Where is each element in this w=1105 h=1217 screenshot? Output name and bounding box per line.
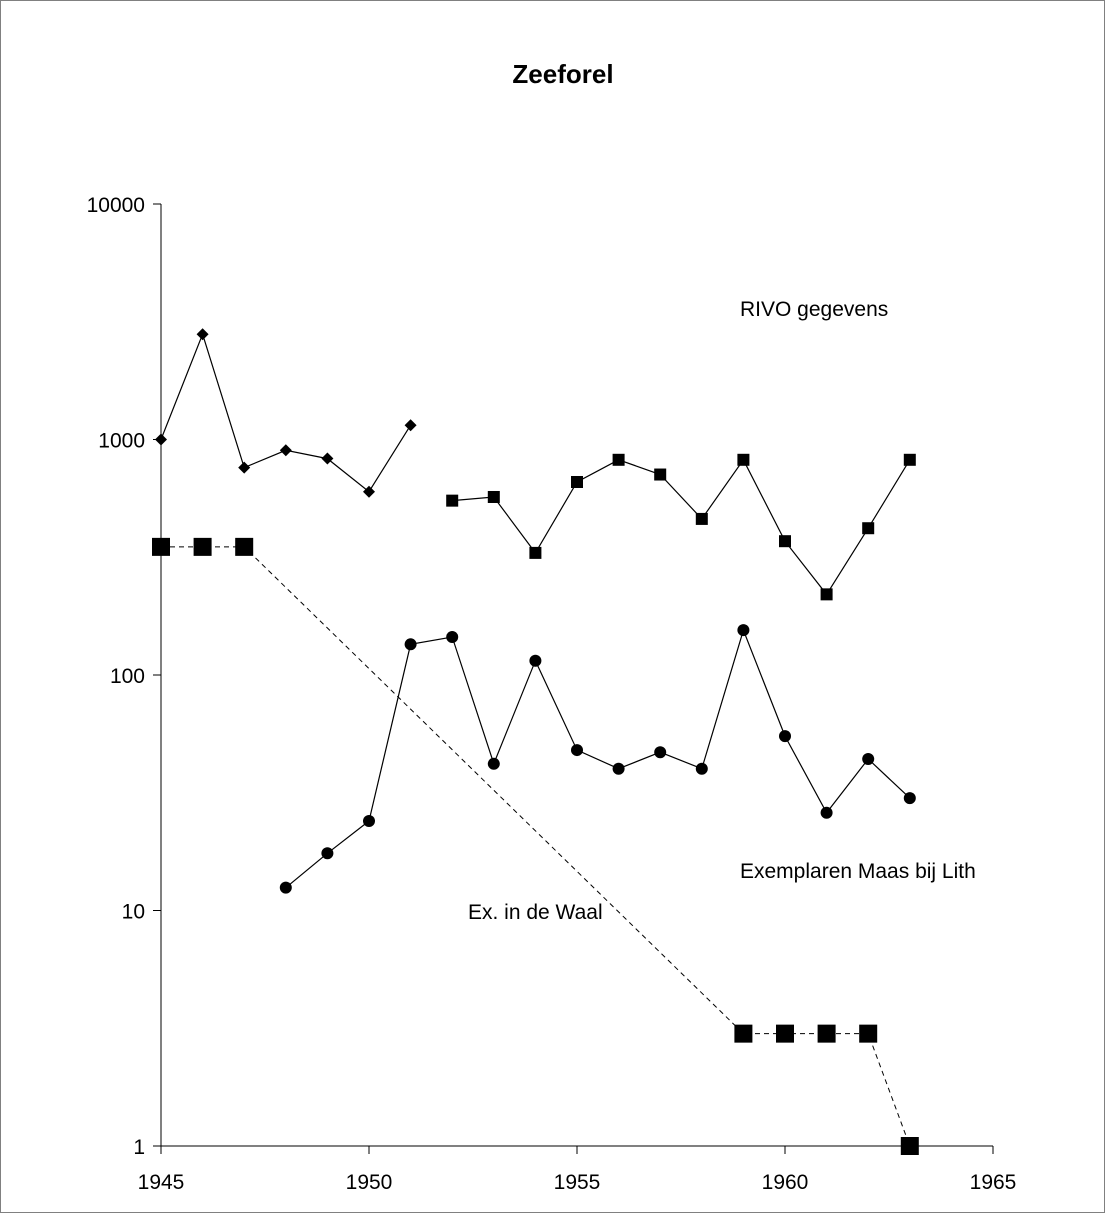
y-tick-label: 1 [133,1136,145,1159]
data-point [859,1024,878,1043]
data-point [776,1024,794,1043]
data-point [363,485,375,498]
series-line [161,546,911,1147]
x-tick-label: 1960 [762,1171,809,1194]
chart-title: Zeeforel [512,59,613,89]
data-point [196,328,209,341]
annotation-rivo: RIVO gegevens [740,298,888,321]
data-point [820,588,833,601]
data-point [487,490,500,503]
series-2 [279,624,916,894]
data-point [321,847,334,860]
series-line [452,458,911,596]
data-point [654,468,667,481]
data-point [152,537,170,556]
data-point [321,452,334,465]
data-point [779,730,791,743]
series-1 [446,453,916,601]
y-tick-label: 10 [122,901,145,924]
data-point [529,654,542,667]
series-line [285,628,911,889]
data-point [695,762,708,775]
data-point [363,814,375,827]
y-tick-label: 10000 [87,194,145,217]
annotation-waal: Ex. in de Waal [468,901,603,924]
data-point [404,638,417,651]
data-point [279,444,292,457]
data-point [446,630,459,643]
data-point [612,762,625,775]
data-point [487,757,500,770]
data-point [571,744,583,757]
data-point [529,546,542,559]
data-point [193,537,212,556]
data-point [737,453,750,466]
x-tick-label: 1950 [346,1171,393,1194]
data-point [779,535,791,548]
data-point [695,512,708,525]
series-3 [152,537,919,1155]
data-point [404,419,417,432]
x-tick-label: 1945 [138,1171,185,1194]
y-tick-label: 100 [110,665,145,688]
series-0 [155,328,417,498]
data-point [238,461,251,474]
series-line [160,332,412,493]
data-point [903,792,916,805]
data-point [817,1024,836,1043]
series-layer [152,328,919,1155]
data-point [235,537,254,556]
data-point [571,475,583,488]
data-point [734,1024,753,1043]
data-point [862,522,875,535]
data-point [737,624,750,637]
data-point [654,746,667,759]
data-point [900,1137,919,1155]
data-point [155,433,167,446]
annotations: RIVO gegevens Exemplaren Maas bij Lith E… [468,298,976,924]
data-point [903,453,916,466]
data-point [862,752,875,765]
y-tick-label: 1000 [98,430,145,453]
x-tick-label: 1955 [554,1171,601,1194]
data-point [820,806,833,819]
data-point [612,453,625,466]
data-point [279,881,292,894]
annotation-maas: Exemplaren Maas bij Lith [740,860,976,883]
x-tick-label: 1965 [970,1171,1017,1194]
data-point [446,494,459,507]
